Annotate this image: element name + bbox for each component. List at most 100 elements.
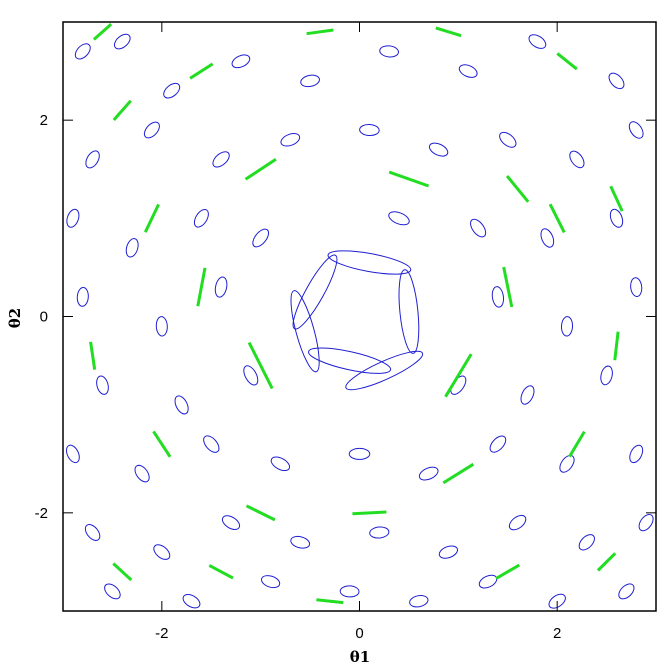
lensed-arc (290, 290, 320, 373)
lensed-arc (327, 250, 412, 275)
galaxy-ellipse (438, 545, 459, 559)
galaxy-ellipse (76, 287, 89, 307)
galaxy-ellipse (489, 435, 507, 453)
galaxy-ellipse (609, 208, 624, 228)
shear-stick (556, 52, 578, 71)
galaxy-ellipse (212, 151, 230, 168)
shear-stick (609, 185, 624, 212)
galaxy-ellipse (143, 121, 160, 139)
galaxy-ellipse (74, 43, 91, 60)
galaxy-ellipse (578, 534, 595, 551)
galaxy-ellipse (252, 228, 270, 248)
galaxy-ellipse (528, 34, 547, 49)
galaxy-ellipse (113, 33, 131, 50)
shear-stick (505, 175, 530, 203)
galaxy-ellipse (458, 64, 478, 78)
shear-stick (435, 26, 462, 38)
shear-stick (306, 28, 334, 36)
y-tick-label: 2 (40, 112, 48, 129)
shear-stick (189, 62, 214, 80)
galaxy-ellipse (348, 447, 371, 460)
galaxy-ellipse (339, 585, 360, 598)
shear-stick (352, 510, 387, 516)
galaxy-ellipse (163, 82, 181, 99)
galaxy-ellipse (290, 535, 311, 549)
galaxy-ellipse (96, 375, 109, 395)
galaxy-ellipse (243, 365, 259, 386)
shear-stick (442, 462, 475, 485)
galaxy-ellipse (193, 208, 209, 228)
galaxy-ellipse (548, 593, 566, 609)
shear-stick (247, 341, 274, 390)
lensed-arc (398, 269, 420, 354)
x-tick-label: -2 (155, 625, 168, 642)
lensed-arc (345, 350, 424, 391)
galaxy-ellipse (600, 365, 613, 386)
galaxy-ellipse (379, 45, 399, 58)
galaxy-ellipse (569, 150, 585, 169)
shear-stick (613, 331, 620, 361)
galaxy-ellipse (221, 515, 241, 530)
galaxy-ellipse (369, 526, 390, 539)
x-ticks: -2 0 2 (155, 22, 561, 642)
galaxy-ellipse (630, 277, 643, 297)
galaxy-ellipse (66, 444, 80, 464)
galaxy-ellipse (628, 121, 644, 139)
galaxy-ellipse (84, 524, 101, 541)
shear-stick (495, 563, 521, 580)
galaxy-ellipse (540, 228, 555, 248)
shear-stick (502, 266, 514, 308)
galaxy-ellipse (428, 142, 449, 157)
galaxy-ellipse (203, 435, 220, 453)
galaxy-ellipse (629, 444, 644, 464)
lensed-arc (292, 254, 338, 330)
shear-stick (92, 22, 113, 41)
galaxy-ellipse (638, 513, 654, 532)
shear-stick (316, 598, 344, 605)
x-tick-label: 0 (355, 625, 363, 642)
lensed-arcs (290, 250, 424, 391)
galaxy-ellipse (491, 286, 505, 308)
y-axis-label: θ2 (6, 308, 24, 328)
shear-stick (196, 267, 207, 307)
galaxy-ellipse (104, 583, 121, 600)
shear-stick (112, 562, 133, 582)
shear-stick (596, 552, 617, 572)
galaxy-ellipse (470, 218, 487, 238)
galaxy-ellipse (559, 454, 575, 473)
galaxy-ellipse (214, 276, 228, 298)
galaxy-ellipse (125, 238, 139, 258)
galaxy-ellipse (270, 456, 291, 472)
galaxy-ellipse (520, 385, 535, 405)
galaxy-ellipse (182, 594, 201, 609)
galaxy-ellipse (508, 514, 527, 531)
x-tick-label: 2 (553, 625, 561, 642)
galaxy-ellipses (66, 33, 654, 609)
galaxy-ellipse (231, 54, 251, 69)
galaxy-ellipse (300, 74, 320, 88)
shear-stick (112, 99, 132, 121)
galaxy-ellipse (478, 574, 498, 589)
galaxy-ellipse (608, 72, 625, 90)
shear-stick (568, 430, 586, 458)
shear-stick (244, 157, 277, 181)
galaxy-ellipse (66, 208, 80, 228)
shear-stick (388, 170, 430, 188)
y-tick-label: -2 (35, 505, 48, 522)
galaxy-ellipse (261, 575, 281, 589)
shear-stick (89, 341, 97, 370)
galaxy-ellipse (388, 211, 410, 226)
galaxy-ellipse (134, 464, 150, 483)
galaxy-ellipse (618, 583, 635, 600)
shear-sticks (89, 22, 624, 605)
lensed-arc (308, 347, 392, 374)
galaxy-ellipse (560, 316, 574, 337)
galaxy-ellipse (359, 123, 380, 137)
galaxy-ellipse (499, 131, 517, 148)
shear-stick (548, 203, 566, 234)
galaxy-ellipse (174, 395, 189, 415)
shear-stick (143, 203, 160, 233)
y-tick-label: 0 (40, 309, 48, 326)
shear-stick (245, 504, 276, 522)
